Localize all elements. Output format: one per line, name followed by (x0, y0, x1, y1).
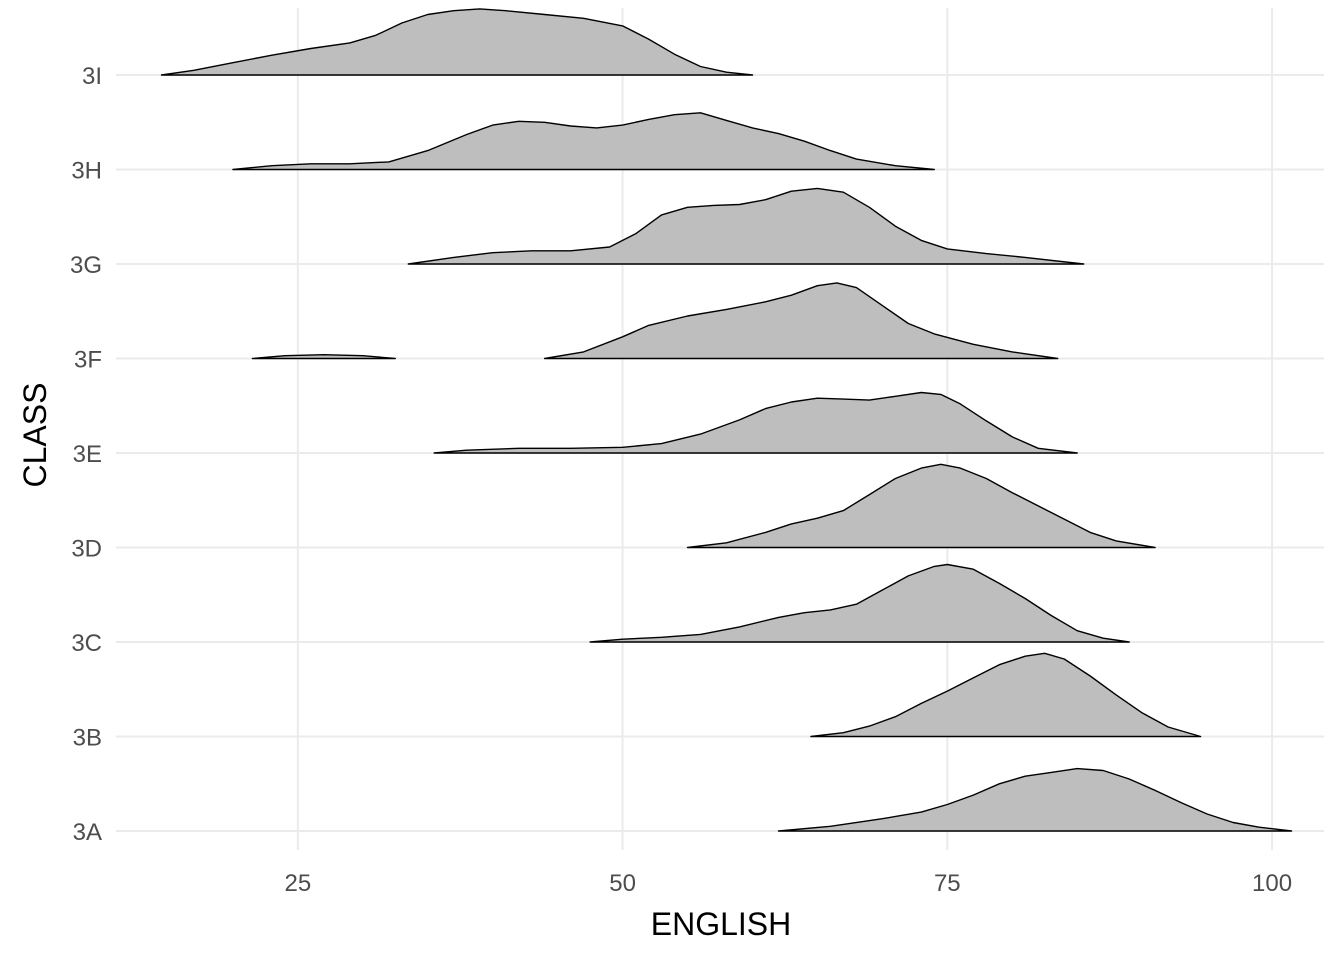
ridge-3h (232, 112, 935, 171)
y-tick-label: 3D (71, 536, 102, 563)
ridge-3d (686, 463, 1156, 549)
ridge-3i (160, 8, 754, 76)
y-tick-label: 3I (82, 63, 102, 90)
x-tick-labels: 25 50 75 100 (284, 870, 1292, 897)
ridge-3f (251, 354, 396, 360)
y-tick-labels: 3A 3B 3C 3D 3E 3F 3G 3H 3I (70, 63, 102, 846)
y-axis-title: CLASS (17, 383, 53, 488)
y-tick-label: 3H (71, 158, 102, 185)
y-tick-label: 3B (73, 725, 102, 752)
ridge-3a (777, 767, 1293, 832)
x-tick-label: 75 (934, 870, 961, 897)
y-tick-label: 3C (71, 630, 102, 657)
x-tick-label: 100 (1252, 870, 1292, 897)
ridge-3c (589, 563, 1130, 643)
y-tick-label: 3A (73, 819, 102, 846)
x-tick-label: 25 (284, 870, 311, 897)
ridge-3g (407, 187, 1085, 265)
ridge-3b (810, 652, 1202, 738)
y-tick-label: 3G (70, 252, 102, 279)
x-axis-title: ENGLISH (651, 906, 791, 942)
ridge-3e (433, 391, 1078, 454)
ridge-3f (543, 282, 1059, 360)
x-tick-label: 50 (609, 870, 636, 897)
ridge-layer (160, 8, 1293, 832)
y-tick-label: 3F (74, 347, 102, 374)
y-tick-label: 3E (73, 441, 102, 468)
